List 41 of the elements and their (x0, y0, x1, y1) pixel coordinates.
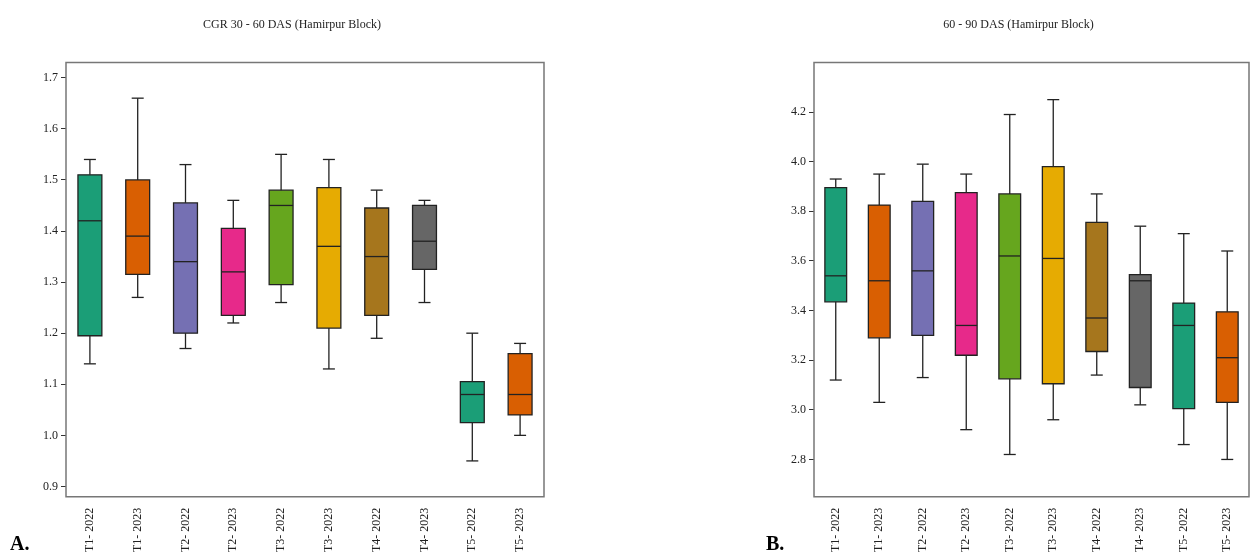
x-tick-label: T2- 2022 (914, 507, 929, 552)
x-tick-label: T5- 2022 (464, 507, 479, 552)
x-tick-label: T4- 2022 (1088, 507, 1103, 552)
y-tick-label: 1.3 (43, 274, 58, 289)
x-tick-label: T3- 2023 (321, 507, 336, 552)
x-tick-label: T4- 2023 (416, 507, 431, 552)
y-tick-label: 3.4 (791, 302, 806, 317)
x-tick-label: T3- 2022 (273, 507, 288, 552)
y-tick-label: 1.4 (43, 223, 58, 238)
x-tick-label: T5- 2023 (1219, 507, 1234, 552)
x-tick-label: T2- 2022 (177, 507, 192, 552)
x-tick-label: T1- 2023 (129, 507, 144, 552)
x-tick-label: T1- 2022 (82, 507, 97, 552)
text: B. (766, 532, 785, 555)
y-tick-label: 1.1 (43, 376, 58, 391)
y-tick-label: 3.2 (791, 352, 806, 367)
x-tick-label: T5- 2023 (512, 507, 527, 552)
y-tick-label: 1.7 (43, 69, 58, 84)
x-tick-label: T3- 2023 (1045, 507, 1060, 552)
y-tick-label: 1.2 (43, 325, 58, 340)
x-tick-label: T5- 2022 (1175, 507, 1190, 552)
y-tick-label: 2.8 (791, 451, 806, 466)
text: A. (10, 532, 30, 555)
y-tick-label: 3.8 (791, 203, 806, 218)
y-tick-label: 1.5 (43, 172, 58, 187)
x-tick-label: T3- 2022 (1001, 507, 1016, 552)
x-tick-label: T1- 2023 (871, 507, 886, 552)
y-tick-label: 4.2 (791, 104, 806, 119)
y-tick-label: 0.9 (43, 478, 58, 493)
x-tick-label: T4- 2023 (1132, 507, 1147, 552)
x-tick-label: T2- 2023 (958, 507, 973, 552)
y-tick-label: 1.0 (43, 427, 58, 442)
y-tick-label: 1.6 (43, 120, 58, 135)
x-tick-label: T1- 2022 (827, 507, 842, 552)
y-tick-label: 3.0 (791, 401, 806, 416)
x-tick-label: T4- 2022 (368, 507, 383, 552)
y-tick-label: 4.0 (791, 153, 806, 168)
y-tick-label: 3.6 (791, 253, 806, 268)
chart-title: 60 - 90 DAS (Hamirpur Block) (943, 17, 1094, 32)
x-tick-label: T2- 2023 (225, 507, 240, 552)
chart-title: CGR 30 - 60 DAS (Hamirpur Block) (203, 17, 381, 32)
